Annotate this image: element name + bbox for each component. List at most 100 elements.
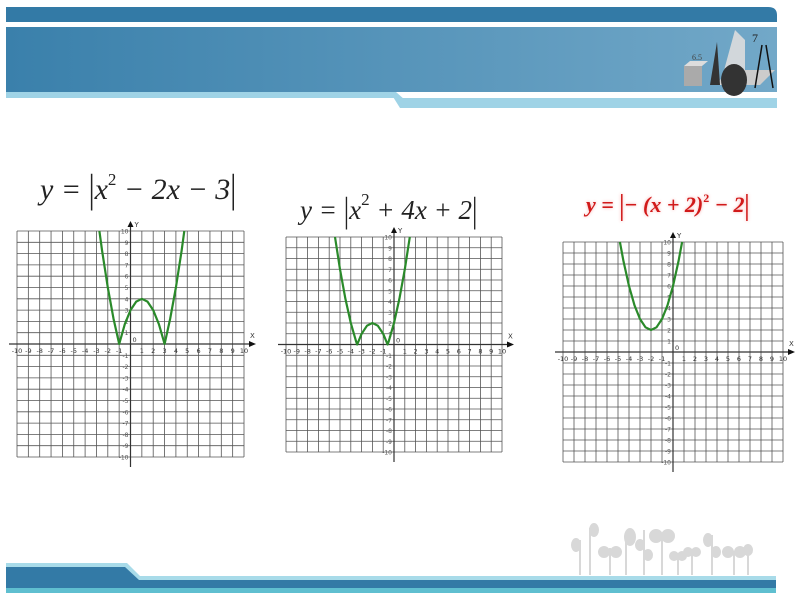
y-axis-arrow-icon — [391, 227, 397, 233]
svg-text:6.5: 6.5 — [692, 53, 702, 62]
y-tick-label: -9 — [665, 449, 671, 456]
y-tick-label: 9 — [388, 245, 392, 252]
x-tick-label: -9 — [294, 348, 300, 356]
y-tick-label: -4 — [386, 385, 392, 392]
graph-1: XY-10 -9 -8 -7 -6 -5 -4 -3 -2 -1 1 2 3 4 5 6 7 8 9 10109876… — [9, 221, 256, 467]
y-tick-label: -7 — [123, 421, 129, 428]
x-tick-label: 7 — [468, 348, 472, 356]
footer-cyan-line — [6, 588, 776, 593]
formula-exponent: 2 — [107, 170, 117, 189]
x-tick-label: -5 — [71, 347, 77, 355]
y-tick-label: 3 — [667, 317, 671, 324]
y-tick-label: -10 — [661, 460, 671, 467]
x-axis-arrow-icon — [249, 341, 256, 347]
x-tick-label: -2 — [648, 355, 654, 363]
x-tick-label: -9 — [25, 347, 31, 355]
y-tick-label: -6 — [665, 416, 671, 423]
x-tick-label: 8 — [478, 348, 482, 356]
abs-bar-right: | — [472, 189, 478, 231]
y-tick-label: -2 — [123, 364, 129, 371]
y-tick-label: -3 — [665, 383, 671, 390]
y-tick-label: -3 — [386, 374, 392, 381]
y-tick-label: -4 — [665, 394, 671, 401]
y-tick-label: 2 — [388, 321, 392, 328]
abs-bar-left: | — [88, 167, 95, 212]
y-tick-label: 9 — [667, 251, 671, 258]
y-tick-label: -8 — [665, 438, 671, 445]
x-tick-label: -6 — [59, 347, 65, 355]
formula-term: x — [349, 195, 362, 225]
origin-label: 0 — [675, 344, 679, 352]
y-tick-label: 4 — [125, 296, 129, 303]
x-tick-label: 1 — [403, 348, 407, 356]
y-tick-label: 10 — [121, 229, 129, 236]
x-tick-label: 10 — [240, 347, 248, 355]
y-tick-label: 7 — [667, 273, 671, 280]
y-tick-label: 6 — [667, 284, 671, 291]
x-tick-label: 1 — [682, 355, 686, 363]
x-tick-label: -8 — [36, 347, 42, 355]
formula-term: − (x + 2) — [624, 192, 704, 217]
y-tick-label: -2 — [665, 372, 671, 379]
x-tick-label: -8 — [582, 355, 588, 363]
y-tick-label: 9 — [125, 240, 129, 247]
origin-label: 0 — [133, 336, 137, 344]
svg-text:7: 7 — [752, 31, 758, 45]
x-axis-label: X — [508, 333, 513, 341]
x-tick-label: -3 — [358, 348, 364, 356]
x-tick-label: 6 — [457, 348, 461, 356]
x-tick-label: -4 — [348, 348, 354, 356]
formula-lhs: y = — [586, 192, 620, 217]
x-tick-label: -4 — [626, 355, 632, 363]
x-tick-label: 8 — [759, 355, 763, 363]
y-tick-label: -6 — [123, 409, 129, 416]
x-tick-label: -3 — [637, 355, 643, 363]
function-curve — [618, 241, 684, 332]
y-axis-label: Y — [397, 227, 403, 235]
y-tick-label: 8 — [388, 256, 392, 263]
y-tick-label: 10 — [384, 235, 392, 242]
graph-3: XY-10 -9 -8 -7 -6 -5 -4 -3 -2 -1 1 2 3 4 5 6 7 8 9 10109876… — [555, 232, 795, 472]
x-tick-label: 9 — [231, 347, 235, 355]
x-tick-label: -1 — [659, 355, 665, 363]
formula-exponent: 2 — [361, 190, 370, 209]
x-tick-label: -1 — [380, 348, 386, 356]
y-tick-label: -5 — [123, 398, 129, 405]
header-step-strip — [390, 92, 777, 108]
x-tick-label: -3 — [93, 347, 99, 355]
x-tick-label: 3 — [162, 347, 166, 355]
x-tick-label: 4 — [715, 355, 719, 363]
formula-2: y = |x2 + 4x + 2| — [300, 190, 477, 231]
y-tick-label: -10 — [382, 450, 392, 457]
geometry-shapes-logo: 7 6.5 — [684, 30, 775, 96]
formula-exponent: 2 — [703, 191, 710, 205]
x-tick-label: -6 — [326, 348, 332, 356]
y-axis-arrow-icon — [670, 232, 676, 238]
y-tick-label: 5 — [125, 285, 129, 292]
y-tick-label: -7 — [386, 417, 392, 424]
y-tick-label: 1 — [667, 339, 671, 346]
function-curve — [98, 230, 186, 346]
y-tick-label: 10 — [663, 240, 671, 247]
function-curve — [333, 236, 411, 346]
abs-bar-right: | — [230, 167, 237, 212]
y-tick-label: -1 — [123, 353, 129, 360]
x-tick-label: 4 — [435, 348, 439, 356]
x-tick-label: -9 — [571, 355, 577, 363]
y-axis-label: Y — [134, 221, 140, 229]
x-tick-label: -4 — [82, 347, 88, 355]
y-tick-label: 5 — [388, 288, 392, 295]
formula-rest: − 2x − 3 — [116, 173, 231, 206]
y-tick-label: -1 — [665, 361, 671, 368]
y-tick-label: -9 — [123, 443, 129, 450]
formula-3: y = |− (x + 2)2 − 2| — [586, 187, 749, 221]
formula-lhs: y = — [300, 195, 344, 225]
header-top-band — [6, 7, 777, 22]
y-tick-label: -8 — [386, 428, 392, 435]
x-tick-label: -6 — [604, 355, 610, 363]
x-tick-label: 7 — [208, 347, 212, 355]
y-tick-label: -3 — [123, 375, 129, 382]
abs-bar-right: | — [744, 187, 750, 222]
y-tick-label: 7 — [388, 267, 392, 274]
